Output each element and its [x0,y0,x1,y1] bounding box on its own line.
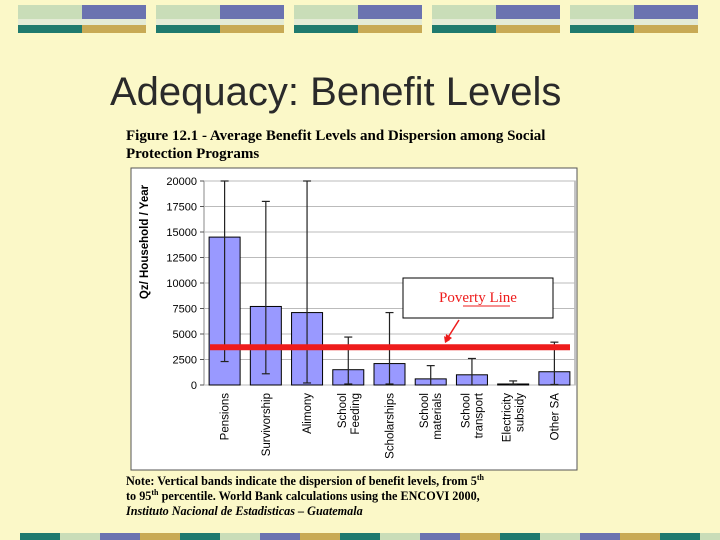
y-tick-label-15000: 15000 [166,227,197,239]
error-bar-5 [426,365,435,386]
y-tick-label-10000: 10000 [166,278,197,290]
x-label-6-line-1: School [460,393,472,428]
benefit-levels-chart: 0 2500 5000 7500 10000 12500 15000 17500 20000 Qz… [130,167,578,471]
footer-strip-10 [380,533,420,540]
figure-title: Figure 12.1 - Average Benefit Levels and… [126,128,546,162]
x-label-5-line-1: School [419,393,431,428]
x-label-3-line-1: School [337,393,349,428]
error-bar-6 [467,357,476,386]
footer-strip-15 [580,533,620,540]
decorative-header-band [18,5,698,33]
figure-note: Note: Vertical bands indicate the disper… [126,472,596,519]
header-block-1 [18,5,146,33]
header-block-3 [294,5,422,33]
footer-strip-9 [340,533,380,540]
x-label-3-line-2: Feeding [350,393,362,435]
note-sup-1: th [476,472,484,482]
footer-strip-14 [540,533,580,540]
y-tick-label-12500: 12500 [166,253,197,265]
footer-strip-6 [220,533,260,540]
y-tick-label-2500: 2500 [173,355,197,367]
header-block-5 [570,5,698,33]
y-tick-label-20000: 20000 [166,176,197,188]
x-label-1: Survivorship [261,393,273,456]
slide-title: Adequacy: Benefit Levels [110,70,562,114]
footer-strip-3 [100,533,140,540]
footer-strip-13 [500,533,540,540]
footer-strip-18 [700,533,720,540]
decorative-footer-band [20,533,720,540]
footer-strip-7 [260,533,300,540]
note-source: Instituto Nacional de Estadisticas – Gua… [126,504,363,518]
y-tick-label-7500: 7500 [173,304,197,316]
footer-strip-1 [20,533,60,540]
x-label-4: Scholarships [385,393,397,459]
y-tick-label-0: 0 [191,380,197,392]
header-block-4 [432,5,560,33]
footer-strip-2 [60,533,100,540]
poverty-line-label-box [402,277,554,319]
footer-strip-12 [460,533,500,540]
header-block-2 [156,5,284,33]
error-bar-0 [220,180,229,363]
note-text-2: to 95 [126,489,152,503]
footer-strip-8 [300,533,340,540]
error-bar-7 [509,380,518,386]
footer-strip-5 [180,533,220,540]
x-label-7-line-2: subsidy [515,393,527,432]
note-text-1: Note: Vertical bands indicate the disper… [126,474,477,488]
y-axis-label: Qz/ Household / Year [139,184,151,299]
note-text-3: percentile. World Bank calculations usin… [158,489,480,503]
footer-strip-11 [420,533,460,540]
x-label-2: Alimony [302,393,314,434]
x-label-5-line-2: materials [432,393,444,440]
x-label-7-line-1: Electricity [502,393,514,442]
x-label-8: Other SA [549,393,561,441]
poverty-line-arrow [444,319,460,343]
y-tick-label-17500: 17500 [166,202,197,214]
footer-strip-17 [660,533,700,540]
footer-strip-4 [140,533,180,540]
x-label-0: Pensions [220,393,232,441]
footer-strip-16 [620,533,660,540]
y-tick-label-5000: 5000 [173,329,197,341]
poverty-line-label: Poverty Line [439,290,517,306]
x-label-6-line-2: transport [473,392,485,438]
note-sup-2: th [151,487,159,497]
